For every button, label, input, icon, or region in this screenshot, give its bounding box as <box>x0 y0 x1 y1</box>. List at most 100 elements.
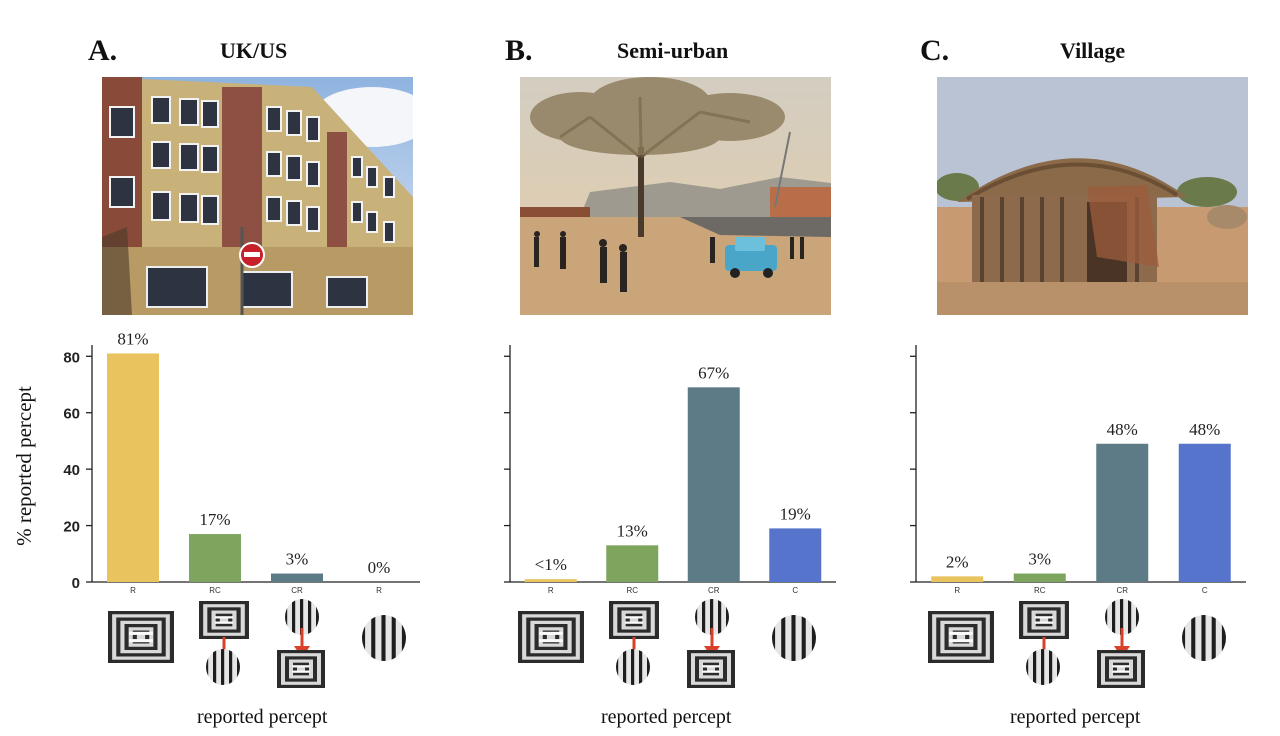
stimulus-stripe <box>391 615 396 661</box>
stimulus-stripe <box>300 599 304 635</box>
bar <box>189 534 241 582</box>
stimulus-rectangle-icon <box>108 611 174 668</box>
x-tick-label: CR <box>291 586 303 595</box>
data-label: 67% <box>698 363 729 382</box>
stimulus-stripe <box>1033 649 1037 685</box>
stimulus-stripe <box>616 649 619 685</box>
stimulus-circle-icon <box>615 648 651 691</box>
bar <box>271 573 323 582</box>
bar <box>687 387 740 582</box>
stimulus-center-line <box>949 631 973 635</box>
stimulus-stripe <box>1105 599 1108 635</box>
x-axis-label: reported percept <box>601 706 732 728</box>
stimulus-circle-icon <box>771 614 817 667</box>
stimulus-stripe <box>1182 615 1186 661</box>
x-tick-label: RC <box>626 586 638 595</box>
stimulus-ring <box>629 616 639 624</box>
stimulus-stripe <box>1211 615 1216 661</box>
bar <box>107 353 159 582</box>
stimulus-stripe <box>1057 649 1060 685</box>
stimulus-stripe <box>639 649 643 685</box>
panel-letter: C. <box>920 34 950 67</box>
stimulus-stripe <box>1128 599 1132 635</box>
bar-chart: <1% R 13% RC 67% CR 19% C <box>504 345 836 595</box>
bar <box>1178 443 1231 582</box>
stimulus-ring <box>707 665 715 673</box>
stimulus-circle-icon <box>1025 648 1061 691</box>
stimulus-stripe <box>1221 615 1226 661</box>
photo-apartment-building <box>102 77 413 315</box>
data-label: 3% <box>286 550 309 569</box>
stimulus-stripe <box>772 615 776 661</box>
x-axis-label: reported percept <box>1010 706 1141 728</box>
stimulus-stripe <box>308 599 312 635</box>
panel-b: B. Semi-urban <box>504 34 836 728</box>
stimulus-stripe <box>801 615 806 661</box>
stimulus-center-line <box>625 616 643 619</box>
stimulus-stripe <box>237 649 240 685</box>
stimulus-center-line <box>129 631 153 635</box>
data-label: 13% <box>617 521 648 540</box>
stimulus-ring <box>136 633 146 641</box>
stimulus-rectangle-icon <box>1097 650 1145 693</box>
stimulus-stripe <box>292 599 296 635</box>
stimulus-rectangle-icon <box>1019 601 1069 644</box>
x-tick-label: C <box>792 586 798 595</box>
stimulus-stripe <box>401 615 406 661</box>
y-tick-label: 60 <box>63 406 80 423</box>
stimulus-center-line <box>1112 670 1130 673</box>
data-label: <1% <box>535 555 567 574</box>
stimulus-stripe <box>1049 649 1053 685</box>
stimulus-center-line <box>949 639 973 643</box>
stimulus-stripe <box>718 599 722 635</box>
stimulus-center-line <box>625 621 643 624</box>
photo-village-hut <box>937 77 1248 315</box>
stimulus-stripe <box>1136 599 1139 635</box>
panel-title: Village <box>1060 38 1126 63</box>
stimulus-stripe <box>362 615 366 661</box>
stimulus-ring <box>956 633 966 641</box>
stimulus-stripe <box>1041 649 1045 685</box>
stimulus-circle-icon <box>694 598 730 641</box>
stimulus-center-line <box>215 616 233 619</box>
stimulus-stripe <box>221 649 225 685</box>
stimulus-ring <box>1117 665 1125 673</box>
stimulus-stripe <box>695 599 698 635</box>
stimulus-ring <box>219 616 229 624</box>
stimulus-center-line <box>702 665 720 668</box>
stimulus-stripe <box>229 649 233 685</box>
stimulus-center-line <box>1112 665 1130 668</box>
x-tick-label: RC <box>1034 586 1046 595</box>
stimulus-stripe <box>631 649 635 685</box>
stimulus-stripe <box>811 615 816 661</box>
panel-title: UK/US <box>220 38 288 63</box>
stimulus-stripe <box>1120 599 1124 635</box>
photo-semi-urban-street <box>520 77 831 315</box>
bar-chart: 0 20 40 60 80 81% R 17% RC 3% CR 0% R <box>63 330 420 595</box>
stimulus-ring <box>297 665 305 673</box>
x-tick-label: CR <box>1116 586 1128 595</box>
stimulus-circle-icon <box>1181 614 1227 667</box>
stimulus-stripes <box>206 649 240 685</box>
stimulus-stripes <box>1182 615 1226 661</box>
stimulus-stripes <box>1026 649 1060 685</box>
stimulus-center-line <box>1035 616 1053 619</box>
x-tick-label: CR <box>708 586 720 595</box>
data-label: 48% <box>1107 420 1138 439</box>
stimulus-center-line <box>539 631 563 635</box>
y-tick-label: 20 <box>63 519 80 536</box>
y-tick-label: 40 <box>63 462 80 479</box>
stimulus-stripe <box>285 599 288 635</box>
stimulus-stripe <box>781 615 786 661</box>
stimulus-ring <box>546 633 556 641</box>
data-label: 3% <box>1028 550 1051 569</box>
bar <box>769 528 822 582</box>
data-label: 48% <box>1189 420 1220 439</box>
stimulus-center-line <box>702 670 720 673</box>
stimulus-rectangle-icon <box>687 650 735 693</box>
stimulus-center-line <box>1035 621 1053 624</box>
stimulus-stripes <box>695 599 729 635</box>
stimulus-stripe <box>647 649 650 685</box>
x-tick-label: RC <box>209 586 221 595</box>
